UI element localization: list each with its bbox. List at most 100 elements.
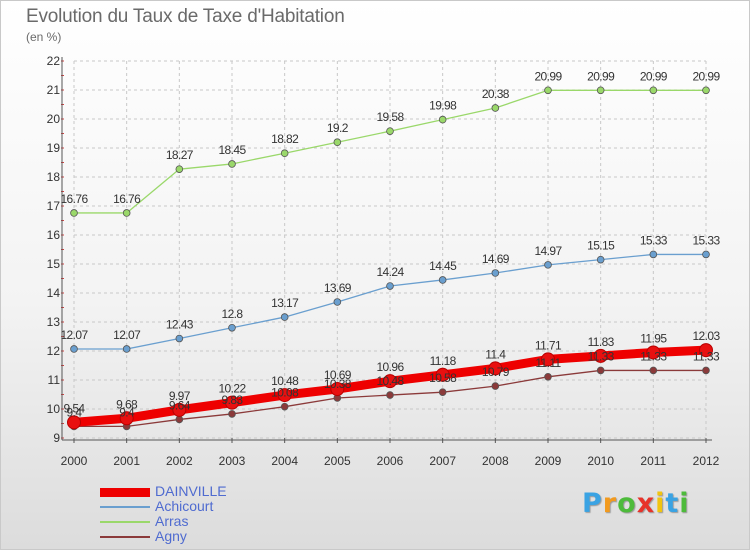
data-label: 12.03: [692, 329, 720, 343]
data-point: [649, 86, 658, 95]
data-point: [280, 402, 289, 411]
data-label: 19.58: [376, 110, 404, 124]
data-label: 9.4: [119, 405, 135, 419]
x-tick-label: 2003: [219, 454, 246, 468]
data-label: 15.33: [692, 233, 720, 247]
data-label: 13.17: [271, 296, 299, 310]
data-label: 11.33: [588, 349, 615, 363]
data-label: 20.38: [482, 87, 510, 101]
logo-letter: P: [582, 488, 603, 519]
data-point: [119, 411, 134, 426]
data-point: [491, 382, 500, 390]
y-tick-label: 19: [47, 141, 61, 155]
data-point: [438, 276, 447, 284]
data-point: [386, 282, 394, 290]
data-label: 13.69: [324, 281, 352, 295]
data-label: 11.4: [485, 347, 506, 361]
legend-label: Arras: [155, 513, 189, 529]
y-tick-label: 21: [47, 83, 61, 97]
data-label: 10.58: [429, 371, 457, 385]
data-point: [280, 313, 289, 321]
data-point: [333, 298, 342, 306]
legend-item-agny: Agny: [100, 528, 350, 544]
data-point: [649, 366, 658, 375]
data-point: [172, 402, 187, 417]
y-tick-label: 17: [47, 199, 61, 213]
data-label: 18.27: [166, 148, 194, 162]
data-point: [122, 345, 131, 353]
data-label: 16.76: [113, 192, 141, 206]
data-point: [438, 388, 447, 396]
y-tick-label: 15: [47, 257, 61, 271]
legend-swatch: [100, 487, 150, 497]
data-label: 11.33: [693, 349, 720, 363]
data-label: 9.97: [169, 389, 191, 403]
data-label: 12.07: [113, 328, 141, 342]
data-point: [228, 410, 236, 418]
x-tick-label: 2001: [113, 454, 140, 468]
x-axis-ticks: 2000 2001 2002 2003 2004 2005 2006 2007 2008 2009…: [61, 454, 720, 468]
data-label: 9.64: [169, 398, 191, 412]
data-point: [67, 415, 81, 430]
x-tick-label: 2008: [482, 454, 509, 468]
data-label: 10.96: [376, 360, 404, 374]
data-point: [702, 250, 710, 259]
data-labels: 16.76 16.76 18.27 18.45 18.82 19.2 19.58 19.98 2…: [60, 69, 721, 419]
data-point: [541, 352, 555, 367]
data-label: 10.08: [271, 386, 299, 400]
axes: [61, 57, 712, 443]
x-tick-label: 2006: [377, 454, 404, 468]
data-label: 14.97: [534, 244, 562, 258]
data-point: [491, 269, 500, 277]
y-axis-ticks: 9 10 11 12 13 14 15 16 17 18 19 20 21 22: [47, 54, 61, 445]
data-point: [280, 149, 289, 158]
x-tick-label: 2012: [693, 454, 720, 468]
data-point: [277, 388, 292, 403]
data-label: 18.82: [271, 132, 299, 146]
x-tick-label: 2005: [324, 454, 351, 468]
legend-item-dainville: DAINVILLE: [100, 483, 350, 499]
data-point: [699, 343, 713, 358]
y-tick-label: 20: [47, 112, 61, 126]
chart-unit-label: (en %): [26, 30, 62, 44]
data-label: 12.8: [222, 307, 244, 321]
proxiti-logo: Proxiti: [582, 488, 690, 519]
data-label: 11.18: [430, 354, 457, 368]
legend-label: Achicourt: [155, 498, 214, 514]
data-label: 12.43: [166, 318, 194, 332]
data-label: 18.45: [218, 143, 246, 157]
data-point: [544, 373, 552, 381]
data-label: 12.07: [60, 328, 88, 342]
y-tick-label: 22: [47, 54, 61, 68]
logo-letter: t: [665, 488, 680, 519]
data-point: [70, 209, 78, 217]
chart-title: Evolution du Taux de Taxe d'Habitation: [26, 6, 345, 27]
legend-label: Agny: [155, 528, 187, 544]
legend-item-arras: Arras: [100, 513, 350, 529]
y-tick-label: 11: [48, 373, 61, 387]
data-point: [175, 415, 184, 424]
y-tick-label: 13: [47, 315, 61, 329]
x-tick-label: 2010: [587, 454, 614, 468]
data-point: [175, 334, 184, 343]
logo-letter: x: [636, 488, 656, 519]
data-point: [649, 250, 658, 259]
data-point: [122, 209, 131, 217]
data-label: 11.95: [640, 331, 667, 345]
data-label: 9.54: [64, 401, 86, 415]
y-tick-label: 14: [47, 286, 61, 300]
legend-swatch: [100, 506, 150, 508]
legend: DAINVILLE Achicourt Arras Agny: [100, 483, 350, 544]
data-point: [333, 138, 342, 147]
logo-letter: i: [655, 488, 666, 519]
data-point: [228, 160, 236, 168]
data-point: [544, 261, 552, 269]
data-point: [70, 345, 78, 353]
y-tick-label: 16: [47, 228, 61, 242]
data-label: 14.45: [429, 259, 457, 273]
x-tick-label: 2000: [61, 454, 88, 468]
data-point: [596, 366, 605, 375]
y-tick-label: 10: [47, 402, 61, 416]
